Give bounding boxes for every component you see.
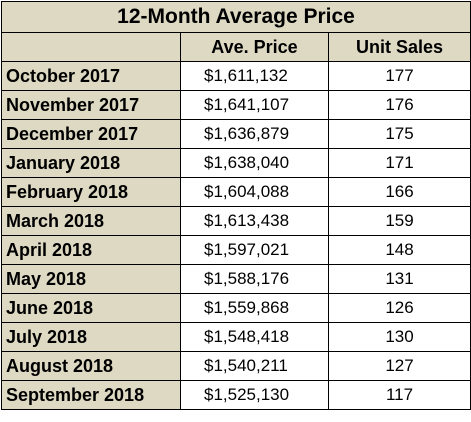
table-row: October 2017 $1,611,132 177: [1, 61, 471, 91]
table-row: June 2018 $1,559,868 126: [1, 293, 471, 323]
unit-sales-cell: 131: [328, 264, 471, 294]
header-month: [1, 32, 181, 62]
table-row: May 2018 $1,588,176 131: [1, 264, 471, 294]
unit-sales-cell: 177: [328, 61, 471, 91]
header-unit-sales: Unit Sales: [328, 32, 471, 62]
ave-price-cell: $1,525,130: [180, 380, 329, 410]
ave-price-cell: $1,540,211: [180, 351, 329, 381]
ave-price-cell: $1,548,418: [180, 322, 329, 352]
month-cell: September 2018: [1, 380, 181, 410]
month-cell: June 2018: [1, 293, 181, 323]
table-row: March 2018 $1,613,438 159: [1, 206, 471, 236]
unit-sales-cell: 175: [328, 119, 471, 149]
month-cell: July 2018: [1, 322, 181, 352]
month-cell: November 2017: [1, 90, 181, 120]
ave-price-cell: $1,559,868: [180, 293, 329, 323]
header-ave-price: Ave. Price: [180, 32, 329, 62]
month-cell: March 2018: [1, 206, 181, 236]
unit-sales-cell: 166: [328, 177, 471, 207]
month-cell: August 2018: [1, 351, 181, 381]
unit-sales-cell: 176: [328, 90, 471, 120]
ave-price-cell: $1,604,088: [180, 177, 329, 207]
unit-sales-cell: 148: [328, 235, 471, 265]
table-row: January 2018 $1,638,040 171: [1, 148, 471, 178]
table-title: 12-Month Average Price: [1, 1, 471, 33]
ave-price-cell: $1,636,879: [180, 119, 329, 149]
table-row: April 2018 $1,597,021 148: [1, 235, 471, 265]
month-cell: May 2018: [1, 264, 181, 294]
table-row: July 2018 $1,548,418 130: [1, 322, 471, 352]
average-price-table: 12-Month Average Price Ave. Price Unit S…: [1, 1, 471, 410]
ave-price-cell: $1,588,176: [180, 264, 329, 294]
header-row: Ave. Price Unit Sales: [1, 32, 471, 62]
unit-sales-cell: 130: [328, 322, 471, 352]
table-row: November 2017 $1,641,107 176: [1, 90, 471, 120]
ave-price-cell: $1,638,040: [180, 148, 329, 178]
unit-sales-cell: 126: [328, 293, 471, 323]
unit-sales-cell: 159: [328, 206, 471, 236]
month-cell: April 2018: [1, 235, 181, 265]
ave-price-cell: $1,611,132: [180, 61, 329, 91]
unit-sales-cell: 117: [328, 380, 471, 410]
month-cell: December 2017: [1, 119, 181, 149]
month-cell: February 2018: [1, 177, 181, 207]
ave-price-cell: $1,641,107: [180, 90, 329, 120]
table-row: September 2018 $1,525,130 117: [1, 380, 471, 410]
table-row: December 2017 $1,636,879 175: [1, 119, 471, 149]
ave-price-cell: $1,597,021: [180, 235, 329, 265]
table-body: 12-Month Average Price Ave. Price Unit S…: [1, 1, 471, 410]
ave-price-cell: $1,613,438: [180, 206, 329, 236]
month-cell: October 2017: [1, 61, 181, 91]
title-row: 12-Month Average Price: [1, 1, 471, 33]
month-cell: January 2018: [1, 148, 181, 178]
unit-sales-cell: 127: [328, 351, 471, 381]
table-row: February 2018 $1,604,088 166: [1, 177, 471, 207]
table-row: August 2018 $1,540,211 127: [1, 351, 471, 381]
unit-sales-cell: 171: [328, 148, 471, 178]
